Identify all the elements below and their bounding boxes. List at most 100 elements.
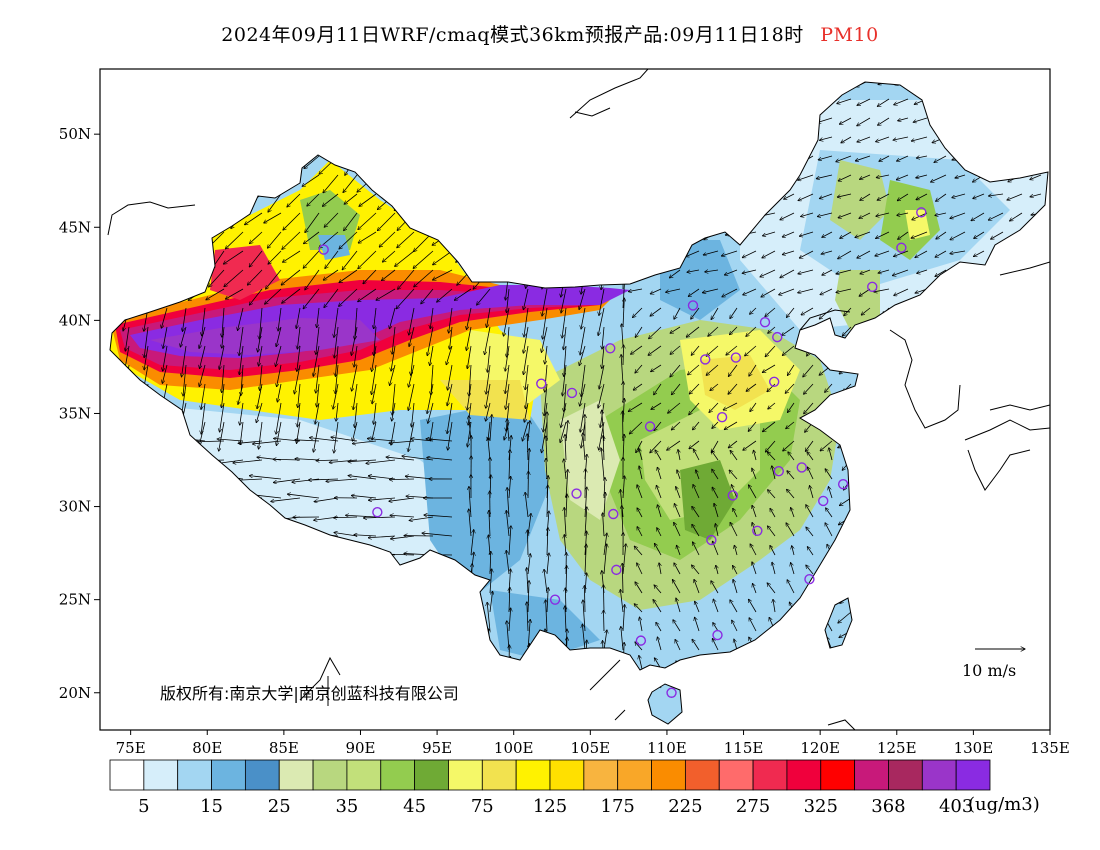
wind-arrow — [144, 326, 149, 358]
wind-arrow — [249, 250, 263, 267]
wind-arrow — [430, 307, 434, 329]
wind-arrow — [825, 523, 833, 537]
wind-arrow — [712, 487, 719, 499]
wind-arrow — [382, 269, 396, 281]
wind-arrow — [748, 421, 757, 431]
wind-arrow — [388, 554, 415, 555]
wind-arrow — [264, 212, 282, 223]
wind-arrow — [894, 288, 909, 296]
wind-arrow — [304, 155, 320, 169]
lon-axis: 75E 80E 85E 90E 95E 100E 105E 110E 115E 120E 125E 1… — [116, 730, 1070, 757]
wind-arrow — [297, 402, 301, 427]
wind-arrow — [221, 383, 225, 408]
wind-arrow — [276, 402, 282, 434]
lat-label: 40N — [59, 311, 91, 329]
wind-arrow — [316, 364, 320, 393]
lon-label: 110E — [647, 739, 687, 757]
colorbar-swatch — [752, 759, 788, 791]
wind-arrow — [182, 383, 187, 414]
lon-label: 135E — [1030, 739, 1070, 757]
wind-arrow — [527, 602, 528, 632]
lon-label: 95E — [422, 739, 452, 757]
wind-arrow — [541, 326, 548, 352]
wind-arrow — [860, 269, 871, 274]
wind-arrow — [780, 212, 795, 220]
wind-arrow — [547, 528, 548, 556]
wind-arrow — [409, 516, 434, 520]
wind-arrow — [486, 364, 491, 394]
wind-arrow — [688, 364, 700, 375]
wind-arrow — [721, 250, 738, 256]
wind-arrow — [303, 288, 320, 309]
wind-arrow — [817, 117, 833, 123]
wind-arrow — [750, 544, 757, 556]
wind-arrow — [426, 439, 453, 442]
wind-arrow — [392, 326, 396, 354]
wind-arrow — [523, 326, 529, 353]
wind-arrow — [711, 451, 719, 461]
wind-arrow — [730, 450, 738, 461]
wind-arrow — [779, 288, 795, 295]
wind-arrow — [182, 345, 187, 377]
city-marker — [549, 594, 561, 605]
wind-arrow — [336, 402, 339, 421]
wind-arrow — [523, 345, 529, 375]
wind-arrow — [621, 355, 624, 385]
wind-arrow — [396, 288, 415, 309]
wind-arrow — [817, 212, 833, 217]
wind-arrow — [125, 326, 130, 351]
wind-arrow — [786, 307, 795, 317]
wind-arrow — [372, 345, 377, 372]
wind-arrow — [430, 345, 434, 366]
wind-arrow — [693, 484, 700, 499]
wind-arrow — [787, 580, 795, 594]
wind-arrow — [368, 497, 396, 500]
wind-arrow — [245, 212, 263, 225]
wind-arrow — [695, 617, 700, 632]
wind-arrow — [686, 326, 700, 337]
wind-arrow — [724, 269, 738, 275]
wind-arrow — [859, 174, 871, 179]
wind-arrow — [382, 250, 396, 262]
colorbar-swatch — [820, 759, 856, 791]
wind-arrow — [313, 421, 320, 452]
wind-arrow — [282, 250, 301, 262]
wind-arrow — [654, 421, 662, 431]
colorbar-unit: (ug/m3) — [968, 794, 1040, 815]
wind-arrow — [708, 326, 719, 336]
wind-arrow — [437, 288, 453, 302]
colorbar-label: 75 — [471, 796, 494, 817]
wind-arrow — [252, 440, 282, 444]
wind-arrow — [936, 193, 947, 201]
wind-arrow — [509, 476, 511, 499]
wind-arrow — [639, 448, 643, 461]
city-marker — [635, 635, 647, 646]
wind-arrow — [199, 326, 206, 348]
wind-arrow — [257, 383, 263, 409]
wind-arrow — [239, 326, 244, 356]
wind-arrow — [691, 345, 700, 355]
wind-arrow — [637, 527, 643, 537]
wind-arrow — [335, 345, 339, 376]
wind-arrow — [339, 269, 358, 283]
wind-arrow — [801, 212, 814, 217]
wind-arrow — [560, 421, 567, 443]
wind-arrow — [376, 288, 396, 300]
wind-arrow — [788, 452, 795, 461]
colorbar-swatch — [278, 759, 314, 791]
wind-arrow — [730, 307, 738, 319]
wind-arrow — [297, 326, 301, 349]
wind-arrow — [390, 535, 415, 539]
wind-arrow — [772, 466, 776, 480]
wind-arrow — [581, 307, 586, 329]
lat-axis: 50N 45N 40N 35N 30N 25N 20N — [59, 125, 100, 702]
wind-arrow — [353, 383, 358, 410]
wind-arrow — [390, 364, 396, 386]
wind-arrow — [897, 193, 909, 201]
wind-arrow — [397, 231, 415, 248]
wind-arrow — [324, 288, 339, 308]
wind-arrow — [875, 250, 890, 256]
wind-arrow — [713, 623, 719, 632]
wind-arrow — [703, 250, 719, 255]
wind-arrow — [620, 490, 624, 518]
